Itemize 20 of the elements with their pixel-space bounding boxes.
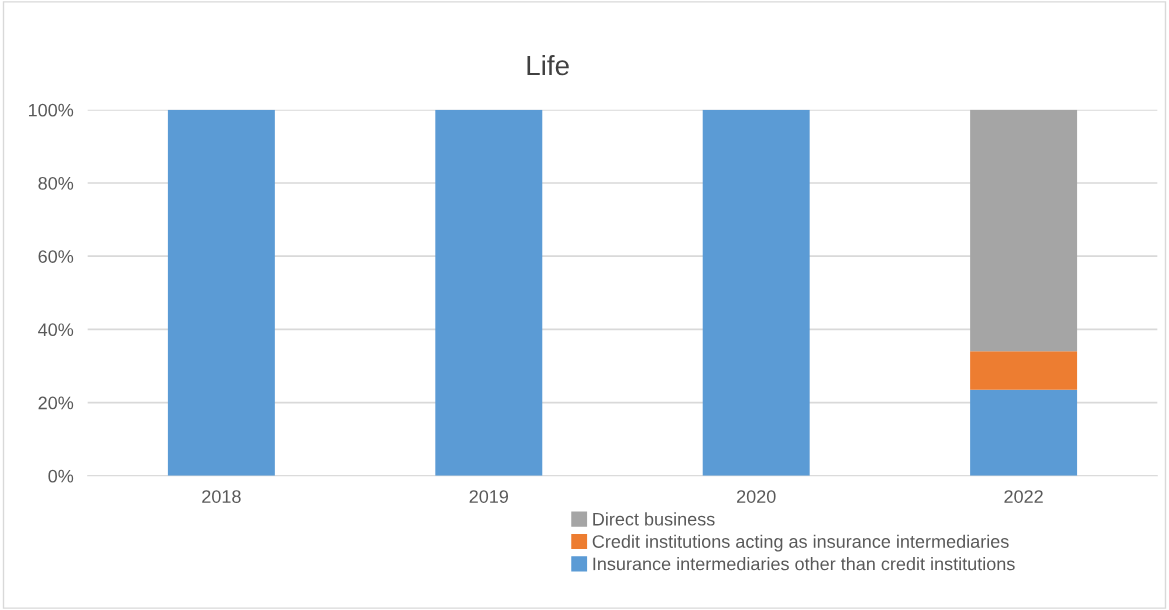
y-tick-label: 40% — [38, 323, 74, 337]
x-tick-label: 2019 — [469, 490, 509, 503]
legend-label: Insurance intermediaries other than credit institutions — [593, 557, 1015, 571]
bar — [702, 109, 810, 476]
x-tick-label: 2018 — [202, 490, 241, 503]
y-tick-label: 80% — [38, 176, 74, 190]
bar — [435, 109, 543, 476]
y-tick-label: 60% — [38, 250, 74, 263]
legend-label: Credit institutions acting as insurance intermediaries — [592, 534, 1009, 552]
chart-title: Life — [527, 54, 569, 76]
legend-label: Direct business — [593, 512, 715, 526]
y-tick-label: 100% — [28, 103, 74, 117]
x-tick-label: 2020 — [737, 490, 776, 503]
y-tick-label: 0% — [48, 469, 74, 483]
y-tick-label: 20% — [38, 396, 74, 410]
bar — [970, 109, 1078, 352]
x-tick-label: 2022 — [1004, 490, 1043, 503]
bar — [167, 109, 275, 476]
bar — [970, 389, 1078, 476]
bar — [970, 351, 1078, 390]
